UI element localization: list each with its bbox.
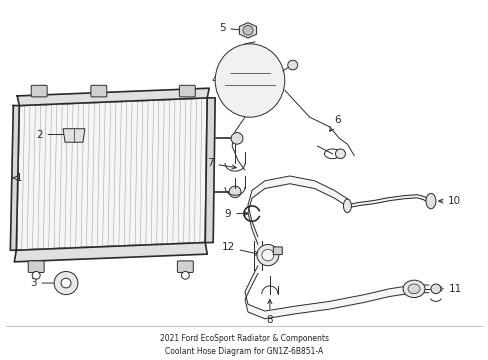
Text: 8: 8	[266, 300, 273, 325]
Circle shape	[262, 249, 273, 261]
Circle shape	[287, 60, 297, 70]
Text: 11: 11	[437, 284, 462, 294]
Text: 12: 12	[221, 242, 259, 255]
Circle shape	[181, 271, 189, 279]
Circle shape	[256, 244, 278, 266]
Text: 6: 6	[329, 115, 340, 131]
FancyBboxPatch shape	[273, 247, 282, 255]
Circle shape	[54, 271, 78, 294]
Circle shape	[228, 186, 241, 198]
Circle shape	[335, 149, 345, 159]
Polygon shape	[63, 129, 85, 142]
Circle shape	[32, 271, 40, 279]
Text: 2: 2	[36, 130, 69, 140]
Ellipse shape	[215, 44, 284, 117]
Ellipse shape	[425, 193, 435, 209]
Text: 2021 Ford EcoSport Radiator & Components
Coolant Hose Diagram for GN1Z-6B851-A: 2021 Ford EcoSport Radiator & Components…	[159, 334, 328, 356]
Polygon shape	[17, 88, 209, 105]
Text: 9: 9	[224, 208, 247, 219]
FancyBboxPatch shape	[91, 85, 106, 97]
FancyBboxPatch shape	[177, 261, 193, 273]
Polygon shape	[14, 243, 207, 262]
Ellipse shape	[407, 284, 419, 294]
Text: 4: 4	[211, 76, 218, 85]
Polygon shape	[10, 105, 19, 250]
FancyBboxPatch shape	[179, 85, 195, 97]
Polygon shape	[16, 98, 207, 250]
Text: 7: 7	[206, 158, 236, 169]
Circle shape	[231, 132, 243, 144]
Text: 3: 3	[30, 278, 62, 288]
Text: 10: 10	[438, 196, 460, 206]
Polygon shape	[239, 23, 256, 38]
Text: 1: 1	[13, 173, 22, 183]
Circle shape	[243, 26, 252, 35]
FancyBboxPatch shape	[28, 261, 44, 273]
Text: 5: 5	[218, 23, 244, 33]
Ellipse shape	[343, 199, 351, 213]
Polygon shape	[205, 98, 215, 243]
FancyBboxPatch shape	[31, 85, 47, 97]
Ellipse shape	[402, 280, 424, 297]
Circle shape	[61, 278, 71, 288]
Circle shape	[430, 284, 440, 294]
